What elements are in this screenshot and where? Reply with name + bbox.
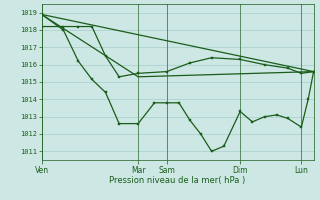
X-axis label: Pression niveau de la mer( hPa ): Pression niveau de la mer( hPa )	[109, 176, 246, 185]
